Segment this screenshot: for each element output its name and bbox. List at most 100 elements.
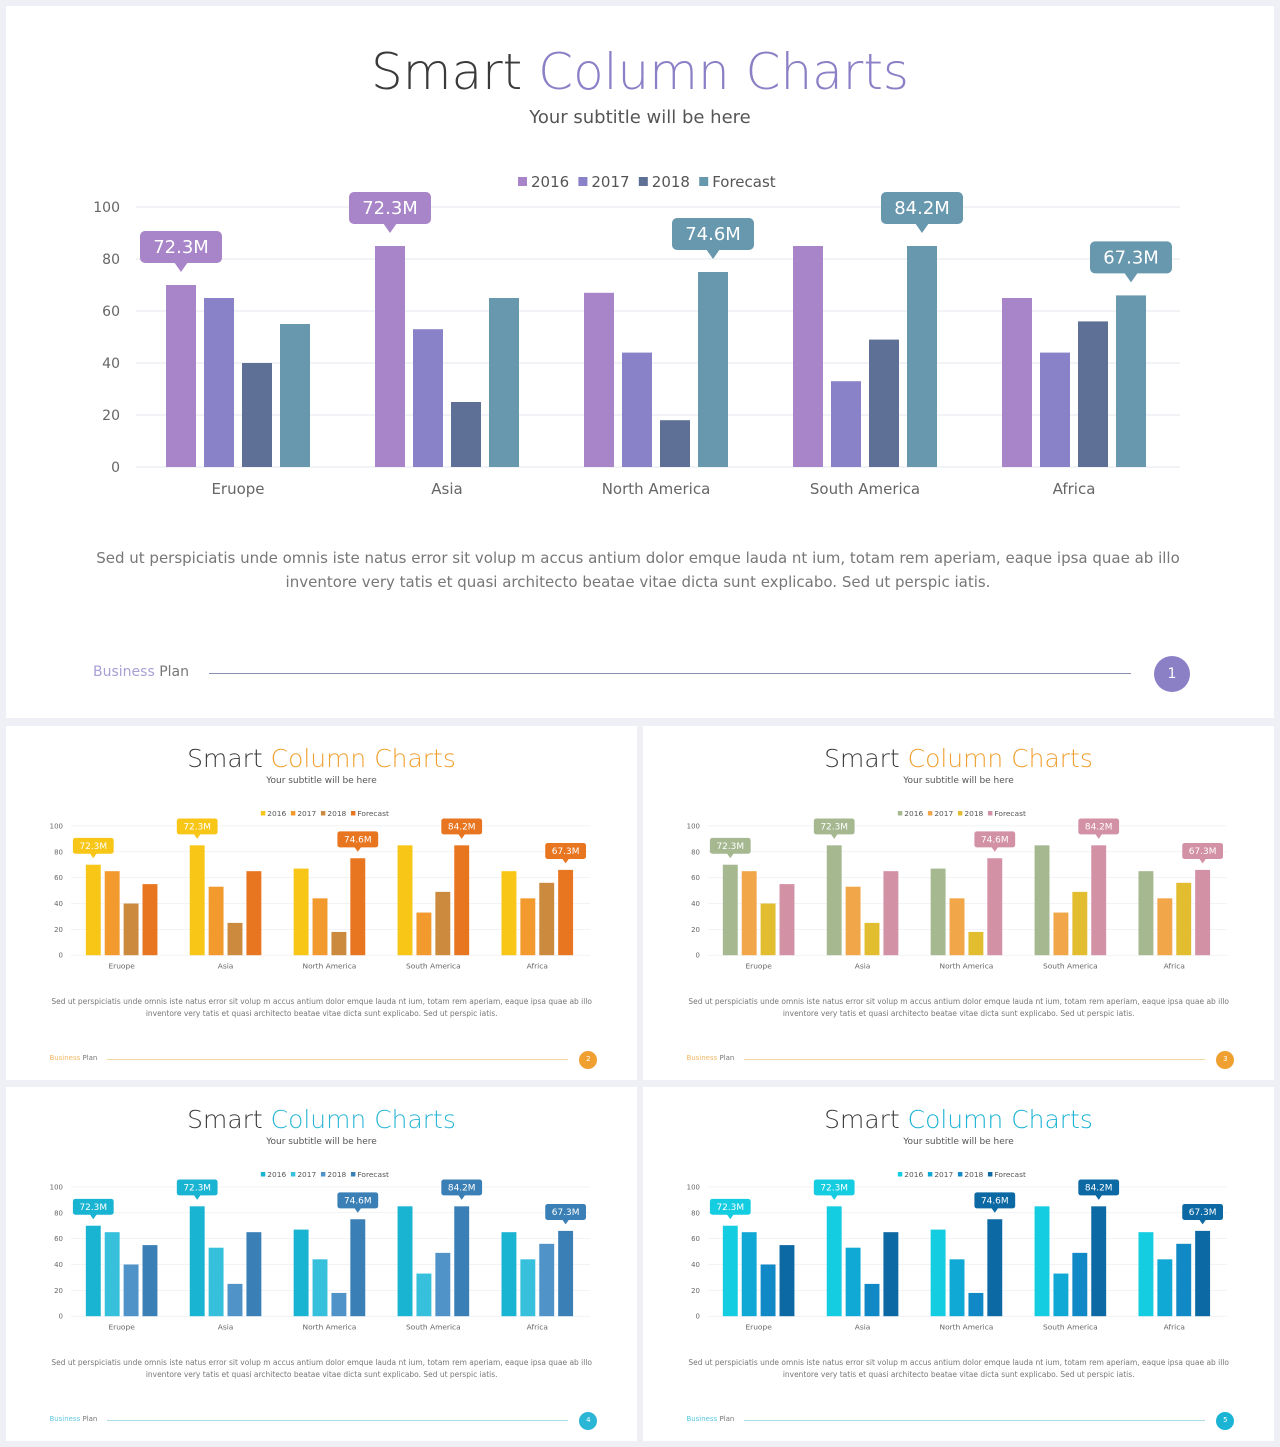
bar-eruope-2018[interactable]	[760, 1264, 776, 1317]
bar-north-america-2016[interactable]	[930, 868, 946, 956]
bar-africa-forecast[interactable]	[1195, 1230, 1211, 1317]
bar-eruope-forecast[interactable]	[142, 884, 158, 956]
bar-north-america-forecast[interactable]	[987, 1219, 1003, 1317]
bar-eruope-forecast[interactable]	[779, 1245, 795, 1317]
bar-africa-2017[interactable]	[1157, 1259, 1173, 1317]
legend-item-2017[interactable]: 2017	[290, 809, 317, 818]
bar-south-america-2018[interactable]	[869, 339, 899, 467]
bar-asia-2017[interactable]	[208, 886, 224, 956]
bar-south-america-2017[interactable]	[416, 912, 432, 956]
bar-asia-2018[interactable]	[864, 1283, 880, 1317]
bar-north-america-2017[interactable]	[622, 352, 652, 467]
bar-asia-forecast[interactable]	[246, 1232, 262, 1317]
page-number-badge[interactable]: 1	[1154, 656, 1190, 692]
bar-africa-forecast[interactable]	[1116, 295, 1146, 467]
bar-south-america-2017[interactable]	[416, 1273, 432, 1317]
bar-africa-forecast[interactable]	[1195, 869, 1211, 956]
legend-item-2017[interactable]: 2017	[927, 1170, 954, 1179]
legend-item-2017[interactable]: 2017	[927, 809, 954, 818]
bar-africa-2018[interactable]	[1176, 882, 1192, 956]
bar-africa-2016[interactable]	[501, 871, 517, 956]
legend-item-2018[interactable]: 2018	[957, 1170, 984, 1179]
bar-eruope-forecast[interactable]	[779, 884, 795, 956]
bar-africa-2017[interactable]	[520, 1259, 536, 1317]
bar-africa-2018[interactable]	[1176, 1243, 1192, 1317]
bar-asia-2016[interactable]	[375, 246, 405, 467]
bar-south-america-2016[interactable]	[793, 246, 823, 467]
bar-asia-2016[interactable]	[826, 845, 842, 956]
bar-eruope-2018[interactable]	[123, 1264, 139, 1317]
legend-item-2018[interactable]: 2018	[320, 809, 347, 818]
bar-asia-forecast[interactable]	[883, 871, 899, 956]
bar-asia-2016[interactable]	[189, 845, 205, 956]
bar-asia-2017[interactable]	[845, 1247, 861, 1317]
bar-eruope-2017[interactable]	[104, 1232, 120, 1317]
bar-south-america-2017[interactable]	[1053, 1273, 1069, 1317]
legend-item-forecast[interactable]: Forecast	[699, 173, 776, 191]
bar-eruope-2016[interactable]	[722, 864, 738, 956]
legend-item-2016[interactable]: 2016	[897, 1170, 924, 1179]
slide-2[interactable]: Smart Column Charts Your subtitle will be…	[6, 726, 637, 1080]
bar-north-america-2016[interactable]	[293, 1229, 309, 1317]
bar-south-america-forecast[interactable]	[1091, 845, 1107, 956]
bar-south-america-2016[interactable]	[397, 1206, 413, 1317]
bar-south-america-forecast[interactable]	[454, 845, 470, 956]
bar-north-america-2017[interactable]	[312, 1259, 328, 1317]
bar-eruope-2017[interactable]	[741, 1232, 757, 1317]
bar-north-america-2018[interactable]	[968, 1292, 984, 1317]
bar-africa-2018[interactable]	[539, 1243, 555, 1317]
legend-item-forecast[interactable]: Forecast	[987, 1170, 1026, 1179]
bar-africa-2017[interactable]	[1040, 352, 1070, 467]
bar-south-america-forecast[interactable]	[1091, 1206, 1107, 1317]
bar-south-america-2016[interactable]	[1034, 1206, 1050, 1317]
bar-eruope-2017[interactable]	[204, 298, 234, 467]
legend-item-2016[interactable]: 2016	[897, 809, 924, 818]
bar-north-america-2018[interactable]	[331, 1292, 347, 1317]
bar-eruope-2018[interactable]	[760, 903, 776, 956]
bar-asia-forecast[interactable]	[489, 298, 519, 467]
slide-4[interactable]: Smart Column Charts Your subtitle will be…	[6, 1087, 637, 1441]
slide-1[interactable]: Smart Column Charts Your subtitle will be…	[6, 6, 1274, 718]
legend-item-2017[interactable]: 2017	[578, 173, 630, 191]
page-number-badge[interactable]: 4	[579, 1411, 598, 1430]
bar-africa-2018[interactable]	[539, 882, 555, 956]
bar-eruope-forecast[interactable]	[280, 324, 310, 467]
bar-asia-forecast[interactable]	[246, 871, 262, 956]
bar-eruope-2017[interactable]	[741, 871, 757, 956]
slide-3[interactable]: Smart Column Charts Your subtitle will be…	[643, 726, 1274, 1080]
bar-africa-2016[interactable]	[1138, 871, 1154, 956]
bar-africa-forecast[interactable]	[558, 869, 574, 956]
bar-asia-2018[interactable]	[451, 402, 481, 467]
bar-eruope-forecast[interactable]	[142, 1245, 158, 1317]
bar-africa-2016[interactable]	[501, 1232, 517, 1317]
bar-south-america-2018[interactable]	[1072, 1252, 1088, 1317]
page-number-badge[interactable]: 3	[1216, 1050, 1235, 1069]
bar-south-america-2017[interactable]	[1053, 912, 1069, 956]
bar-north-america-forecast[interactable]	[698, 272, 728, 467]
bar-asia-2017[interactable]	[413, 329, 443, 467]
bar-eruope-2017[interactable]	[104, 871, 120, 956]
legend-item-forecast[interactable]: Forecast	[350, 1170, 389, 1179]
bar-north-america-2018[interactable]	[660, 420, 690, 467]
bar-north-america-forecast[interactable]	[987, 858, 1003, 956]
bar-north-america-2016[interactable]	[584, 292, 614, 467]
bar-eruope-2016[interactable]	[722, 1225, 738, 1317]
bar-africa-2017[interactable]	[520, 898, 536, 956]
legend-item-2016[interactable]: 2016	[260, 1170, 287, 1179]
bar-asia-2016[interactable]	[826, 1206, 842, 1317]
legend-item-2018[interactable]: 2018	[638, 173, 690, 191]
bar-africa-2016[interactable]	[1002, 298, 1032, 467]
bar-north-america-2017[interactable]	[949, 1259, 965, 1317]
bar-north-america-2018[interactable]	[968, 931, 984, 956]
bar-asia-forecast[interactable]	[883, 1232, 899, 1317]
bar-eruope-2018[interactable]	[242, 363, 272, 467]
bar-south-america-2018[interactable]	[1072, 891, 1088, 956]
bar-south-america-2018[interactable]	[435, 1252, 451, 1317]
bar-north-america-2017[interactable]	[949, 898, 965, 956]
bar-africa-2018[interactable]	[1078, 321, 1108, 467]
bar-eruope-2016[interactable]	[166, 285, 196, 467]
bar-north-america-2018[interactable]	[331, 931, 347, 956]
legend-item-2018[interactable]: 2018	[957, 809, 984, 818]
page-number-badge[interactable]: 5	[1216, 1411, 1235, 1430]
bar-africa-2017[interactable]	[1157, 898, 1173, 956]
